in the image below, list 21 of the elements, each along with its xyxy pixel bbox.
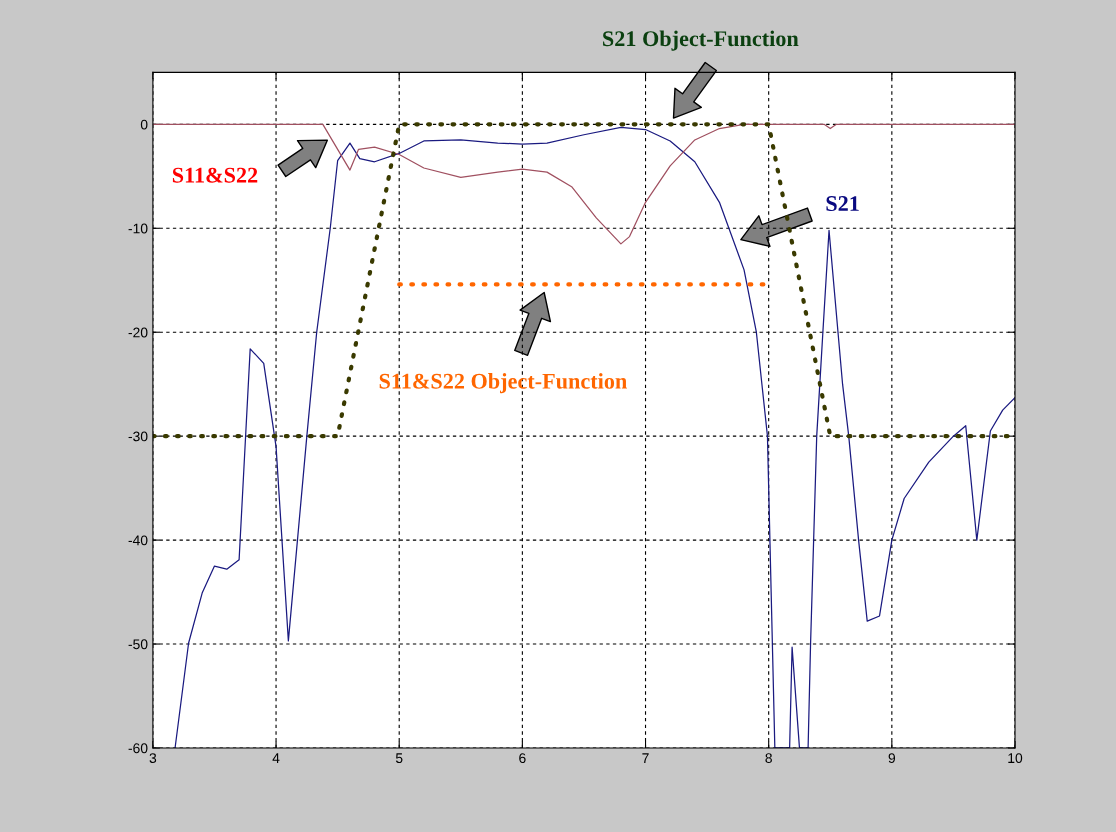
x-tick-label: 6 — [519, 753, 526, 764]
text: S21 Object-Function — [603, 30, 799, 51]
y-tick-label: 0 — [140, 119, 148, 130]
y-tick-label: -20 — [128, 327, 148, 338]
annotation: S21 — [826, 196, 859, 212]
y-tick-label: -10 — [128, 223, 148, 234]
x-tick-label: 10 — [1008, 753, 1023, 764]
x-tick-label: 8 — [765, 753, 772, 764]
y-tick-label: -40 — [128, 535, 148, 546]
annotation: S11&S22 Object-Function — [379, 373, 627, 394]
x-tick-label: 7 — [642, 753, 649, 763]
x-tick-label: 5 — [395, 753, 403, 764]
x-tick-label: 3 — [149, 753, 157, 764]
annotation: S11&S22 — [172, 167, 258, 183]
x-tick-label: 4 — [272, 753, 280, 763]
y-tick-label: -50 — [128, 639, 148, 650]
y-tick-label: -60 — [128, 743, 148, 754]
y-tick-label: -30 — [128, 431, 148, 442]
x-tick-label: 9 — [888, 753, 896, 764]
line-series — [174, 126, 1015, 748]
line-series — [152, 123, 1015, 245]
